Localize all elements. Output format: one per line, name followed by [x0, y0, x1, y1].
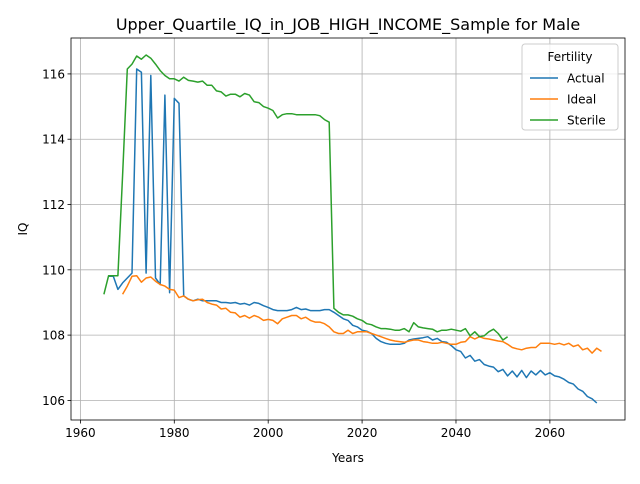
x-tick-label: 1960	[65, 426, 96, 440]
grid	[71, 38, 625, 420]
y-tick-label: 112	[42, 198, 65, 212]
y-axis-label: IQ	[16, 223, 30, 236]
legend-label-sterile: Sterile	[567, 114, 606, 128]
legend: Fertility Actual Ideal Sterile	[521, 43, 619, 131]
legend-box	[521, 43, 619, 131]
x-axis-label: Years	[331, 451, 364, 465]
y-tick-label: 110	[42, 263, 65, 277]
y-axis: 106 108 110 112 114 116	[42, 67, 71, 408]
x-tick-label: 2040	[441, 426, 472, 440]
chart-title: Upper_Quartile_IQ_in_JOB_HIGH_INCOME_Sam…	[116, 15, 580, 35]
x-axis: 1960 1980 2000 2020 2040 2060	[65, 420, 565, 440]
y-tick-label: 106	[42, 394, 65, 408]
legend-title: Fertility	[547, 50, 592, 64]
legend-label-ideal: Ideal	[567, 93, 596, 107]
series-line-sterile	[103, 54, 509, 341]
x-tick-label: 2000	[253, 426, 284, 440]
y-tick-label: 114	[42, 133, 65, 147]
y-tick-label: 108	[42, 329, 65, 343]
y-tick-label: 116	[42, 67, 65, 81]
legend-label-actual: Actual	[567, 72, 605, 86]
x-tick-label: 2020	[347, 426, 378, 440]
plot-lines	[103, 54, 602, 404]
x-tick-label: 2060	[535, 426, 566, 440]
x-tick-label: 1980	[159, 426, 190, 440]
plot-area-frame	[70, 37, 626, 421]
series-line-ideal	[121, 274, 602, 354]
